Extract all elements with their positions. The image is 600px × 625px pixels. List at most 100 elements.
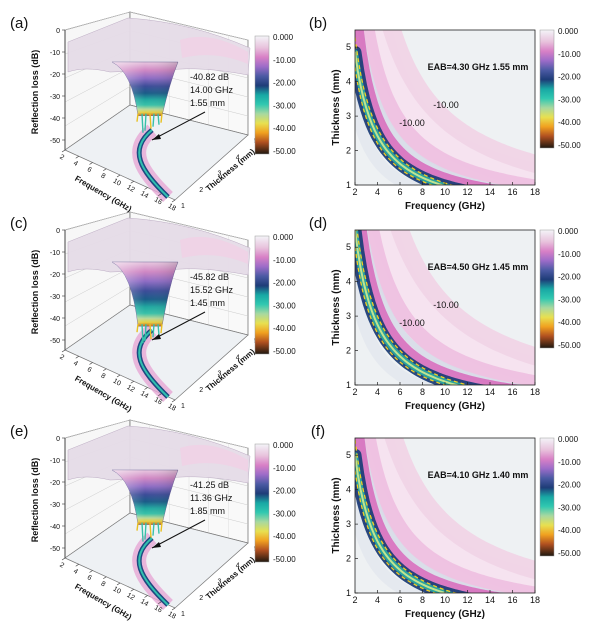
panel-c-annotation: -45.82 dB 15.52 GHz 1.45 mm xyxy=(190,272,234,308)
panel-c-ytick-label: 2 xyxy=(199,387,203,394)
panel-b-light-band xyxy=(357,30,503,185)
panel-a-ztick-label: -10 xyxy=(50,50,60,57)
panel-a-ytick-label: 2 xyxy=(199,187,203,194)
panel-c-xtick-label: 6 xyxy=(86,366,93,374)
panel-e-ytick-label: 2 xyxy=(199,595,203,602)
panel-a-xlabel: Frequency (GHz) xyxy=(73,174,133,214)
panel-a-colorbar-tick: -40.00 xyxy=(273,124,296,133)
panel-d-xtick-label: 8 xyxy=(420,387,425,397)
panel-f-ytick-label: 4 xyxy=(346,485,351,495)
panel-a-ytick-label: 3 xyxy=(218,171,222,178)
panel-b-ytick-label: 1 xyxy=(346,180,351,190)
panel-f-xtick-label: 10 xyxy=(440,595,450,605)
panel-a-xtick-label: 16 xyxy=(153,196,163,206)
panel-b-contour-label-2: -10.00 xyxy=(399,118,425,128)
panel-a-xtick-mark xyxy=(75,156,79,159)
panel-b-ytick-label: 2 xyxy=(346,146,351,156)
panel-c-wall-gridline xyxy=(64,267,131,303)
panel-a-annotation-line: 1.55 mm xyxy=(190,98,225,108)
panel-b-xtick-label: 12 xyxy=(462,187,472,197)
panel-d-xtick-label: 6 xyxy=(397,387,402,397)
panel-b-xtick-label: 16 xyxy=(507,187,517,197)
panel-a-spike xyxy=(149,113,152,129)
panel-d-contour-label-1: -10.00 xyxy=(433,300,459,310)
panel-f-xtick-label: 18 xyxy=(530,595,540,605)
panel-a-spike xyxy=(144,113,147,131)
panel-c-xtick-label: 14 xyxy=(139,390,149,400)
panel-b-xtick-label: 8 xyxy=(420,187,425,197)
panel-e-ridge xyxy=(180,444,248,472)
panel-d-xtick-label: 14 xyxy=(485,387,495,397)
panel-a-ztick-label: -50 xyxy=(50,138,60,145)
panel-a-xtick-label: 18 xyxy=(167,203,177,213)
panel-b-ylabel: Thickness (mm) xyxy=(331,69,342,145)
panel-e-floor-band-core xyxy=(138,537,169,606)
panel-c-xtick-label: 2 xyxy=(58,354,65,362)
panel-c-xtick-mark xyxy=(89,362,93,365)
panel-f-xtick-label: 14 xyxy=(485,595,495,605)
panel-b-panel-label: (b) xyxy=(309,15,327,32)
panel-b-colorbar: 0.000 -10.00 -20.00 -30.00 -40.00 -50.00 xyxy=(539,27,581,150)
panel-f-xlabel: Frequency (GHz) xyxy=(405,609,485,620)
panel-c-xlabel: Frequency (GHz) xyxy=(73,374,133,414)
panel-f-colorbar-tick: -20.00 xyxy=(558,481,581,490)
panel-c-xtick-label: 18 xyxy=(167,403,177,413)
panel-c-well-shading xyxy=(112,262,178,327)
panel-a-spike xyxy=(160,113,163,123)
panel-b-contour-lower xyxy=(355,67,434,185)
panel-e-xtick-mark xyxy=(61,557,66,561)
panel-e-colorbar-tick: -10.00 xyxy=(273,464,296,473)
panel-d-xtick-label: 4 xyxy=(375,387,380,397)
panel-e-xlabel: Frequency (GHz) xyxy=(73,582,133,622)
panel-a-spike xyxy=(152,113,155,127)
panel-c-spike xyxy=(144,324,147,342)
panel-e-annotation-line: 11.36 GHz xyxy=(190,493,233,503)
panel-d-xtick-label: 16 xyxy=(507,387,517,397)
panel-c-xtick-label: 8 xyxy=(100,372,107,380)
panel-a-spike xyxy=(157,113,160,125)
panel-b-absorption-center xyxy=(355,51,446,185)
panel-b-colorbar-tick: -20.00 xyxy=(558,73,581,82)
panel-d-plot-area xyxy=(355,230,535,385)
panel-e-xtick-label: 2 xyxy=(58,562,65,570)
panel-f-absorption-center xyxy=(355,454,449,593)
panel-a-xtick-label: 10 xyxy=(112,178,122,188)
panel-d-outer-band xyxy=(371,230,535,383)
panel-e-colorbar-tick: -40.00 xyxy=(273,532,296,541)
panel-d-xlabel: Frequency (GHz) xyxy=(405,401,485,412)
panel-e-ytick-label: 3 xyxy=(218,579,222,586)
panel-a-ztick-label: -30 xyxy=(50,94,60,101)
panel-f-colorbar-tick: -40.00 xyxy=(558,526,581,535)
panel-b-xtick-label: 2 xyxy=(352,187,357,197)
panel-f-xtick-label: 2 xyxy=(352,595,357,605)
panel-a-colorbar-tick: -10.00 xyxy=(273,56,296,65)
panel-f-xtick-label: 8 xyxy=(420,595,425,605)
panel-e-xtick-mark xyxy=(89,570,93,573)
panel-d-xtick-label: 18 xyxy=(530,387,540,397)
panel-e-xtick-mark xyxy=(158,601,162,604)
panel-c-xtick-label: 16 xyxy=(153,396,163,406)
panel-b-colorbar-tick: -10.00 xyxy=(558,50,581,59)
panel-d-contour-upper xyxy=(356,230,471,385)
panel-c-annotation-arrowhead xyxy=(152,334,161,340)
panel-b-outer-band xyxy=(365,30,535,185)
panel-c-wall-gridline xyxy=(64,286,131,327)
panel-a-annotation-line: -40.82 dB xyxy=(190,72,229,82)
panel-b-colorbar-tick: -40.00 xyxy=(558,118,581,127)
panel-c-spike xyxy=(149,324,152,340)
panel-c-colorbar-tick: -30.00 xyxy=(273,301,296,310)
panel-c-xtick-mark xyxy=(171,399,176,403)
panel-c-xtick-mark xyxy=(158,393,162,396)
panel-a-well-shading xyxy=(112,62,178,116)
panel-a-xtick-mark xyxy=(103,168,107,171)
panel-e-zlabel: Reflection loss (dB) xyxy=(30,458,40,543)
panel-c-colorbar-tick: -50.00 xyxy=(273,347,296,356)
panel-d-contour-label-2: -10.00 xyxy=(399,318,425,328)
panel-e-spike xyxy=(149,522,152,538)
panel-c-xtick-mark xyxy=(144,387,148,390)
panel-a-xtick-mark xyxy=(158,193,162,196)
panel-c-xtick-label: 10 xyxy=(112,378,122,388)
panel-b-xlabel: Frequency (GHz) xyxy=(405,201,485,212)
panel-a-xtick-mark xyxy=(116,174,121,178)
